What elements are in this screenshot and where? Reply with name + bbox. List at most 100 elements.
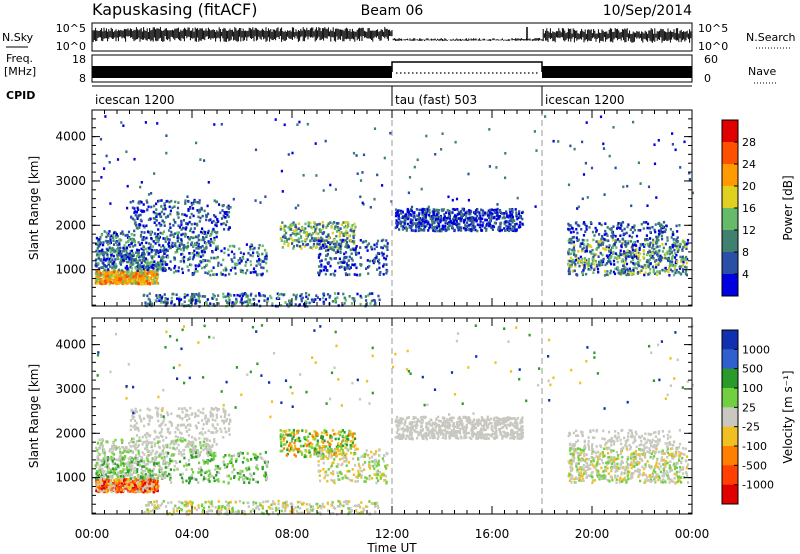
data-cell (136, 484, 139, 488)
data-cell (619, 222, 622, 225)
data-cell (192, 236, 195, 240)
data-cell (600, 223, 603, 227)
data-cell (580, 259, 583, 263)
data-cell (656, 250, 659, 254)
data-cell (600, 237, 603, 241)
data-cell (119, 459, 122, 463)
data-cell (140, 247, 143, 251)
data-cell (152, 210, 155, 214)
y-tick-label: 1000 (55, 263, 86, 277)
data-cell (170, 244, 173, 247)
data-cell (249, 247, 252, 251)
data-cell (584, 249, 587, 253)
data-cell (120, 239, 123, 242)
data-cell (133, 488, 136, 491)
data-cell (654, 230, 657, 234)
data-cell (153, 282, 156, 285)
data-cell (453, 228, 456, 232)
data-cell (493, 210, 497, 214)
data-cell (144, 257, 147, 260)
data-cell (154, 280, 157, 284)
data-cell (194, 299, 197, 302)
data-cell (160, 199, 163, 202)
data-cell (96, 282, 99, 285)
data-cell (140, 181, 143, 184)
data-cell (604, 222, 607, 225)
data-cell (150, 192, 153, 195)
data-cell (222, 268, 225, 272)
data-cell (222, 258, 225, 262)
data-cell (624, 259, 627, 262)
data-cell (371, 292, 374, 295)
data-cell (203, 250, 206, 254)
data-cell (139, 277, 142, 281)
data-cell (213, 238, 216, 242)
data-cell (111, 258, 114, 261)
data-cell (438, 224, 441, 228)
data-cell (205, 301, 208, 304)
data-cell (172, 271, 176, 274)
data-cell (355, 266, 358, 270)
data-cell (245, 260, 248, 264)
data-cell (410, 207, 413, 211)
data-cell (366, 249, 369, 252)
data-cell (146, 488, 149, 492)
data-cell (240, 259, 243, 262)
data-cell (576, 207, 579, 210)
data-cell (173, 304, 176, 307)
data-cell (137, 265, 140, 268)
data-cell (309, 225, 312, 229)
data-cell (141, 476, 145, 479)
data-cell (436, 217, 440, 220)
data-cell (182, 226, 185, 230)
data-cell (122, 464, 126, 467)
data-cell (129, 200, 132, 204)
data-cell (166, 235, 169, 239)
data-cell (102, 472, 105, 475)
data-cell (629, 251, 632, 254)
data-cell (403, 215, 407, 218)
data-cell (296, 244, 299, 247)
data-cell (169, 260, 172, 263)
data-cell (202, 236, 205, 239)
data-cell (255, 264, 258, 268)
data-cell (131, 473, 134, 477)
data-cell (169, 226, 172, 229)
data-cell (160, 259, 163, 263)
data-cell (217, 220, 220, 223)
data-cell (449, 220, 452, 224)
data-cell (99, 464, 102, 467)
data-cell (294, 303, 297, 306)
data-cell (610, 256, 613, 259)
data-cell (146, 474, 149, 478)
data-cell (137, 214, 140, 217)
data-cell (107, 262, 110, 266)
data-cell (114, 275, 117, 279)
data-cell (648, 258, 651, 261)
data-cell (114, 470, 117, 473)
data-cell (433, 208, 436, 211)
data-cell (138, 274, 141, 278)
data-cell (378, 298, 381, 302)
data-cell (421, 218, 424, 221)
data-cell (464, 223, 467, 227)
data-cell (354, 248, 357, 252)
data-cell (440, 229, 443, 233)
data-cell (117, 251, 120, 255)
data-cell (254, 270, 257, 274)
data-cell (109, 238, 112, 242)
data-cell (614, 240, 617, 244)
data-cell (427, 213, 430, 217)
data-cell (141, 274, 144, 278)
data-cell (613, 272, 617, 276)
data-cell (174, 251, 177, 254)
data-cell (107, 232, 110, 236)
data-cell (224, 295, 227, 299)
data-cell (290, 228, 293, 231)
data-cell (155, 208, 158, 211)
data-cell (168, 229, 171, 232)
data-cell (356, 251, 359, 255)
data-cell (400, 212, 403, 215)
data-cell (329, 242, 332, 246)
data-cell (99, 281, 102, 285)
